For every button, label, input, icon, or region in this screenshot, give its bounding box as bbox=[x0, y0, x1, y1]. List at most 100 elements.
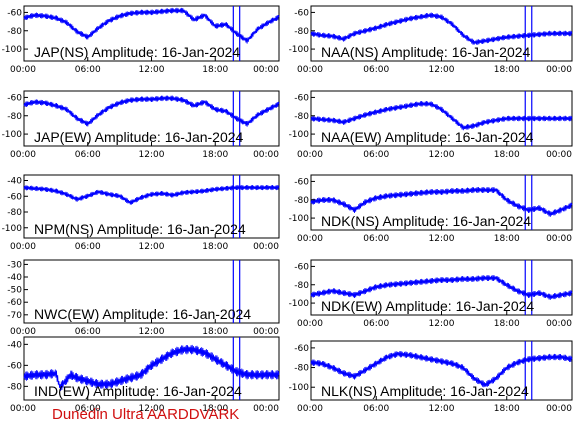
x-tick-label: 00:00 bbox=[253, 327, 279, 337]
series-line bbox=[23, 344, 280, 391]
x-tick-label: 00:00 bbox=[10, 404, 36, 414]
x-tick-label: 00:00 bbox=[546, 65, 572, 75]
x-tick-label: 06:00 bbox=[75, 65, 101, 75]
x-tick-label: 00:00 bbox=[253, 65, 279, 75]
x-tick-label: 00:00 bbox=[10, 242, 36, 252]
x-tick-label: 18:00 bbox=[202, 65, 228, 75]
y-tick-label: -80 bbox=[294, 364, 309, 374]
plot-area bbox=[23, 337, 280, 400]
x-tick-label: 18:00 bbox=[494, 65, 520, 75]
x-tick-label: 06:00 bbox=[363, 150, 389, 160]
x-tick-label: 12:00 bbox=[139, 327, 165, 337]
series-line bbox=[310, 274, 573, 300]
panel-title: NDK(NS) Amplitude: 16-Jan-2024 bbox=[321, 213, 531, 229]
x-tick-label: 18:00 bbox=[494, 234, 520, 244]
plot-area bbox=[232, 260, 241, 323]
y-tick-label: -60 bbox=[294, 262, 309, 272]
plot-area bbox=[310, 6, 573, 61]
plot-area bbox=[23, 6, 280, 61]
x-tick-label: 00:00 bbox=[546, 319, 572, 329]
y-tick-label: -100 bbox=[2, 45, 23, 55]
y-tick-label: -60 bbox=[7, 93, 22, 103]
x-tick-label: 18:00 bbox=[202, 404, 228, 414]
panel-title: NLK(NS) Amplitude: 16-Jan-2024 bbox=[321, 383, 529, 399]
x-tick-label: 12:00 bbox=[139, 242, 165, 252]
series-line bbox=[310, 350, 573, 388]
y-tick-label: -60 bbox=[7, 192, 22, 202]
y-tick-label: -70 bbox=[7, 311, 22, 321]
x-tick-label: 00:00 bbox=[546, 150, 572, 160]
y-tick-label: -40 bbox=[7, 340, 22, 350]
plot-area bbox=[23, 91, 280, 146]
chart-panel-10: -60 -80 -100 00:00 06:00 12:00 18:00 00:00 NLK(N… bbox=[289, 340, 573, 414]
y-tick-label: -60 bbox=[294, 344, 309, 354]
plot-area bbox=[23, 175, 280, 238]
x-tick-label: 12:00 bbox=[429, 319, 455, 329]
y-tick-label: -40 bbox=[7, 273, 22, 283]
y-tick-label: -60 bbox=[7, 361, 22, 371]
panel-title: JAP(EW) Amplitude: 16-Jan-2024 bbox=[34, 129, 244, 145]
y-tick-label: -60 bbox=[7, 298, 22, 308]
x-tick-label: 12:00 bbox=[139, 65, 165, 75]
y-tick-label: -100 bbox=[2, 130, 23, 140]
series-line bbox=[23, 7, 280, 44]
x-tick-label: 00:00 bbox=[297, 234, 323, 244]
x-tick-label: 00:00 bbox=[297, 319, 323, 329]
panel-title: IND(EW) Amplitude: 16-Jan-2024 bbox=[34, 383, 242, 399]
y-tick-label: -80 bbox=[7, 27, 22, 37]
plot-frame bbox=[23, 174, 280, 239]
y-tick-label: -80 bbox=[294, 27, 309, 37]
footer-credit: Dunedin Ultra AARDDVARK bbox=[52, 406, 240, 423]
x-tick-label: 12:00 bbox=[429, 234, 455, 244]
x-tick-label: 06:00 bbox=[363, 404, 389, 414]
x-tick-label: 18:00 bbox=[494, 319, 520, 329]
plot-area bbox=[310, 175, 573, 230]
series-line bbox=[310, 12, 573, 45]
chart-panel-3: -60 -80 -100 00:00 06:00 12:00 18:00 00:00 JAP(E… bbox=[2, 90, 280, 160]
chart-panel-8: -60 -80 -100 00:00 06:00 12:00 18:00 00:00 NDK(E… bbox=[289, 259, 573, 329]
x-tick-label: 06:00 bbox=[363, 319, 389, 329]
plot-frame bbox=[310, 174, 573, 231]
x-tick-label: 12:00 bbox=[429, 150, 455, 160]
plot-frame bbox=[23, 259, 280, 324]
y-tick-label: -100 bbox=[289, 383, 310, 393]
x-tick-label: 18:00 bbox=[494, 150, 520, 160]
x-tick-label: 12:00 bbox=[139, 404, 165, 414]
y-tick-label: -100 bbox=[289, 214, 310, 224]
y-tick-label: -100 bbox=[289, 45, 310, 55]
chart-panel-2: -60 -80 -100 00:00 06:00 12:00 18:00 00:00 NAA(N… bbox=[289, 5, 573, 75]
y-tick-label: -80 bbox=[7, 112, 22, 122]
y-tick-label: -30 bbox=[7, 260, 22, 270]
x-tick-label: 00:00 bbox=[297, 65, 323, 75]
y-tick-label: -60 bbox=[294, 93, 309, 103]
series-line bbox=[310, 101, 573, 131]
y-tick-label: -100 bbox=[289, 130, 310, 140]
series-line bbox=[310, 186, 573, 217]
panel-title: NDK(EW) Amplitude: 16-Jan-2024 bbox=[321, 298, 534, 314]
x-tick-label: 06:00 bbox=[363, 65, 389, 75]
panel-title: NWC(EW) Amplitude: 16-Jan-2024 bbox=[34, 306, 251, 322]
x-tick-label: 00:00 bbox=[10, 150, 36, 160]
x-tick-label: 00:00 bbox=[297, 150, 323, 160]
x-tick-label: 18:00 bbox=[202, 150, 228, 160]
x-tick-label: 00:00 bbox=[253, 242, 279, 252]
x-tick-label: 00:00 bbox=[10, 65, 36, 75]
x-tick-label: 18:00 bbox=[202, 242, 228, 252]
plot-area bbox=[310, 91, 573, 146]
y-tick-label: -40 bbox=[7, 177, 22, 187]
x-tick-label: 06:00 bbox=[75, 150, 101, 160]
x-tick-label: 00:00 bbox=[10, 327, 36, 337]
chart-panel-4: -60 -80 -100 00:00 06:00 12:00 18:00 00:00 NAA(E… bbox=[289, 90, 573, 160]
x-tick-label: 00:00 bbox=[546, 404, 572, 414]
chart-panel-6: -60 -80 -100 00:00 06:00 12:00 18:00 00:00 NDK(N… bbox=[289, 174, 573, 244]
plot-frame bbox=[310, 259, 573, 316]
x-tick-label: 00:00 bbox=[253, 150, 279, 160]
x-tick-label: 18:00 bbox=[202, 327, 228, 337]
panel-title: NAA(EW) Amplitude: 16-Jan-2024 bbox=[321, 129, 534, 145]
y-tick-label: -80 bbox=[294, 281, 309, 291]
y-tick-label: -100 bbox=[289, 299, 310, 309]
chart-panel-9: -40 -60 -80 00:00 06:00 12:00 18:00 00:00 IND(EW… bbox=[7, 336, 280, 414]
x-tick-label: 06:00 bbox=[75, 327, 101, 337]
panel-title: NAA(NS) Amplitude: 16-Jan-2024 bbox=[321, 44, 531, 60]
